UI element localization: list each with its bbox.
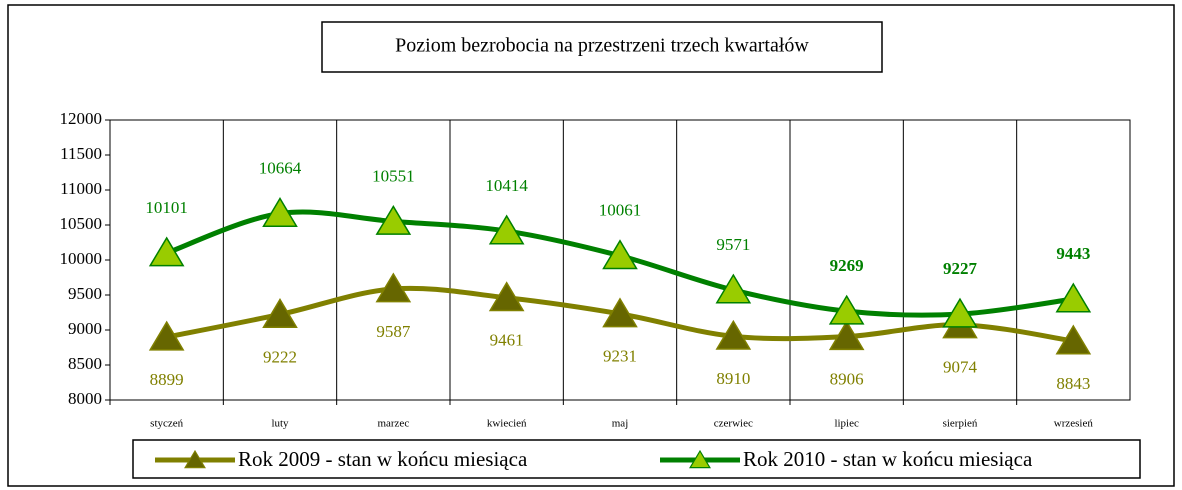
y-tick-label: 9500 — [68, 284, 102, 303]
marker — [148, 236, 185, 267]
value-label: 9074 — [943, 358, 978, 377]
x-tick-label: sierpień — [943, 418, 978, 430]
legend-marker — [184, 449, 206, 469]
marker — [942, 297, 978, 328]
marker — [488, 281, 525, 312]
marker — [262, 297, 298, 328]
value-label: 9461 — [490, 331, 524, 350]
marker — [375, 204, 412, 235]
y-tick-label: 10000 — [60, 249, 103, 268]
y-tick-label: 8500 — [68, 354, 102, 373]
value-label: 9227 — [943, 259, 978, 278]
value-label: 9587 — [376, 322, 411, 341]
marker — [148, 320, 185, 351]
marker — [488, 214, 525, 245]
legend-label: Rok 2009 - stan w końcu miesiąca — [238, 447, 528, 471]
title-box — [321, 21, 883, 73]
x-tick-label: marzec — [377, 418, 409, 430]
legend-box — [132, 439, 1141, 479]
marker — [602, 239, 638, 270]
marker — [828, 294, 865, 325]
marker — [1055, 324, 1092, 355]
value-label: 9269 — [830, 256, 864, 275]
y-tick-label: 11500 — [60, 144, 102, 163]
value-label: 9222 — [263, 347, 297, 366]
marker — [828, 320, 865, 351]
value-label: 8899 — [150, 370, 184, 389]
value-label: 8843 — [1056, 374, 1090, 393]
value-label: 10101 — [145, 198, 188, 217]
value-label: 10414 — [485, 176, 528, 195]
marker — [375, 272, 412, 303]
value-label: 10664 — [259, 158, 302, 177]
value-label: 8906 — [830, 369, 864, 388]
legend-marker — [689, 449, 711, 469]
value-label: 9443 — [1056, 244, 1090, 263]
y-tick-label: 9000 — [68, 319, 102, 338]
marker — [715, 319, 752, 350]
legend-label: Rok 2010 - stan w końcu miesiąca — [743, 447, 1033, 471]
x-tick-label: lipiec — [834, 418, 859, 430]
y-tick-label: 10500 — [60, 214, 103, 233]
x-tick-label: styczeń — [150, 418, 183, 430]
value-label: 8910 — [716, 369, 750, 388]
x-tick-label: czerwiec — [714, 418, 753, 430]
value-label: 9571 — [716, 235, 750, 254]
x-tick-label: maj — [612, 418, 629, 430]
marker — [715, 273, 752, 304]
y-tick-label: 12000 — [60, 109, 103, 128]
value-label: 9231 — [603, 347, 637, 366]
marker — [1055, 282, 1092, 313]
y-tick-label: 11000 — [60, 179, 102, 198]
marker — [602, 297, 638, 328]
x-tick-label: wrzesień — [1054, 418, 1094, 430]
x-tick-label: luty — [271, 418, 289, 430]
x-tick-label: kwiecień — [487, 418, 527, 430]
value-label: 10551 — [372, 166, 415, 185]
value-label: 10061 — [599, 201, 642, 220]
chart-title: Poziom bezrobocia na przestrzeni trzech … — [395, 35, 809, 57]
marker — [262, 197, 298, 228]
y-tick-label: 8000 — [68, 389, 102, 408]
